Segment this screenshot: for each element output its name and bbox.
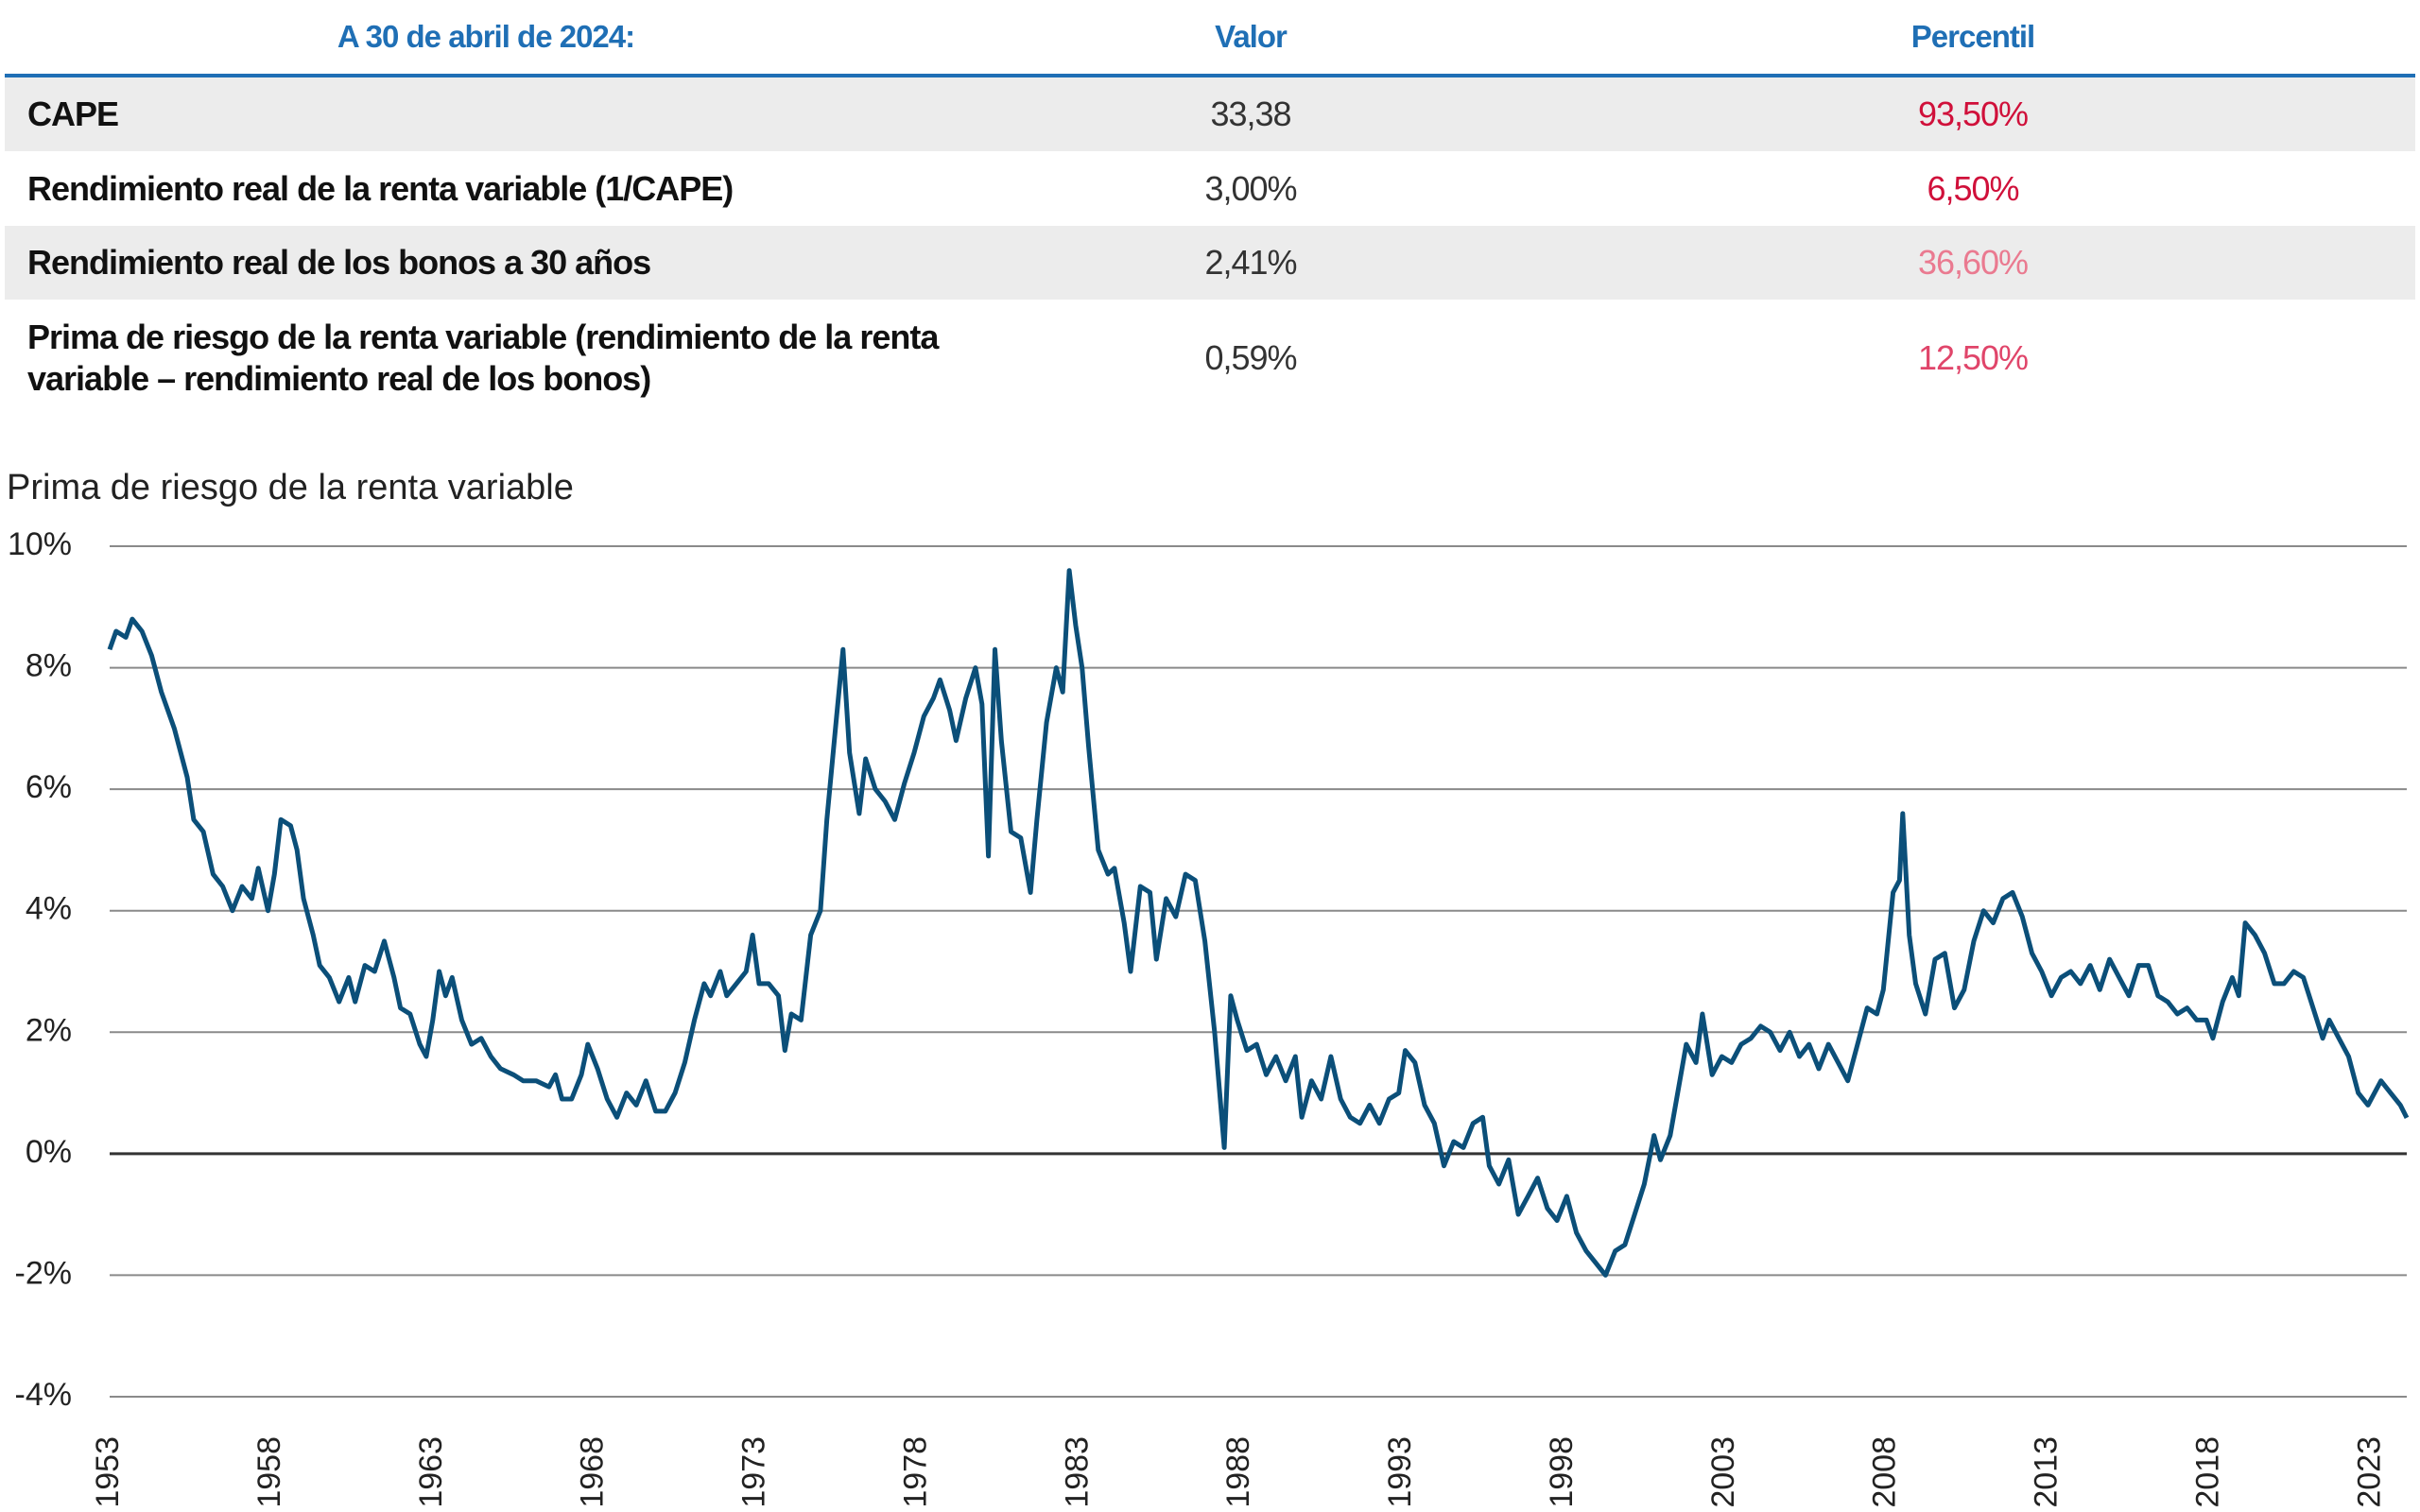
row-value: 3,00% <box>1204 168 1297 208</box>
table-row: Rendimiento real de los bonos a 30 años 2… <box>5 226 2415 300</box>
header-value: Valor <box>1215 19 1288 54</box>
row-percentile: 6,50% <box>1927 168 2019 208</box>
x-tick-label: 1958 <box>251 1436 287 1508</box>
table-body: CAPE 33,38 93,50% Rendimiento real de la re… <box>5 77 2415 416</box>
chart-title: Prima de riesgo de la renta variable <box>7 468 574 507</box>
row-percentile: 93,50% <box>1917 94 2029 133</box>
y-tick-label: 10% <box>8 526 72 562</box>
table-row: CAPE 33,38 93,50% <box>5 77 2415 151</box>
x-tick-label: 1963 <box>413 1436 449 1508</box>
data-line <box>107 568 2410 1278</box>
y-tick-label: 8% <box>26 648 72 684</box>
y-tick-label: 6% <box>26 769 72 805</box>
table-row: Rendimiento real de la renta variable (1… <box>5 151 2415 226</box>
x-tick-label: 1978 <box>897 1436 933 1508</box>
row-label: Prima de riesgo de la renta variable (re… <box>27 317 939 398</box>
table-row: Prima de riesgo de la renta variable (re… <box>5 300 2415 416</box>
x-tick-label: 1968 <box>575 1436 611 1508</box>
x-tick-label: 2018 <box>2190 1436 2226 1508</box>
x-tick-label: 2023 <box>2351 1436 2387 1508</box>
x-tick-label: 2013 <box>2029 1436 2065 1508</box>
y-tick-label: -2% <box>15 1255 72 1291</box>
y-tick-label: 2% <box>26 1012 72 1048</box>
row-value: 0,59% <box>1204 337 1297 377</box>
x-tick-label: 1953 <box>90 1436 126 1508</box>
row-value: 33,38 <box>1210 94 1291 133</box>
x-tick-label: 1988 <box>1220 1436 1256 1508</box>
row-value: 2,41% <box>1204 243 1297 282</box>
x-tick-label: 1983 <box>1059 1436 1095 1508</box>
y-tick-label: 0% <box>26 1134 72 1170</box>
row-label: CAPE <box>27 94 119 133</box>
x-tick-label: 1973 <box>736 1436 772 1508</box>
summary-table: A 30 de abril de 2024: Valor Percentil C… <box>5 0 2415 416</box>
y-tick-label: -4% <box>15 1377 72 1413</box>
header-percentile: Percentil <box>1910 19 2035 54</box>
x-tick-label: 1998 <box>1544 1436 1580 1508</box>
y-tick-label: 4% <box>26 891 72 927</box>
row-percentile: 36,60% <box>1917 243 2029 282</box>
x-tick-label: 1993 <box>1382 1436 1418 1508</box>
row-label: Rendimiento real de la renta variable (1… <box>27 168 734 208</box>
x-tick-label: 2008 <box>1867 1436 1903 1508</box>
table-header: A 30 de abril de 2024: Valor Percentil <box>5 0 2415 77</box>
x-tick-label: 2003 <box>1705 1436 1741 1508</box>
header-date: A 30 de abril de 2024: <box>337 19 635 54</box>
row-percentile: 12,50% <box>1917 337 2029 377</box>
row-label: Rendimiento real de los bonos a 30 años <box>27 243 651 282</box>
